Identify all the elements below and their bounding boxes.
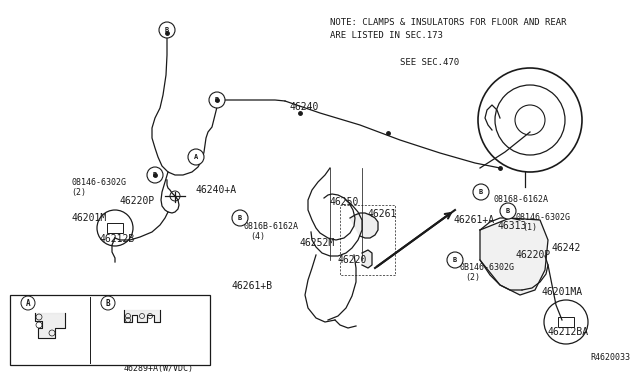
Text: 0816B-6162A: 0816B-6162A: [243, 222, 298, 231]
Text: 46212B: 46212B: [100, 234, 135, 244]
Text: 46261: 46261: [367, 209, 396, 219]
Text: 46271(W/□VDC): 46271(W/□VDC): [124, 355, 189, 364]
Polygon shape: [35, 313, 65, 338]
Text: 46261+A: 46261+A: [454, 215, 495, 225]
Text: B: B: [165, 27, 169, 33]
Circle shape: [209, 92, 225, 108]
Circle shape: [159, 22, 175, 38]
Text: 46201M: 46201M: [72, 213, 108, 223]
Text: 08168-6162A: 08168-6162A: [493, 195, 548, 204]
Text: (4): (4): [500, 205, 515, 214]
Circle shape: [147, 167, 163, 183]
Text: B: B: [153, 172, 157, 178]
Polygon shape: [480, 218, 548, 295]
Text: B: B: [106, 298, 110, 308]
Text: 46289+A(W/VDC): 46289+A(W/VDC): [124, 364, 194, 372]
Text: R4620033: R4620033: [590, 353, 630, 362]
Text: 46289: 46289: [38, 346, 67, 356]
Text: 46201MA: 46201MA: [541, 287, 582, 297]
Bar: [558, 317, 574, 327]
Polygon shape: [350, 213, 378, 238]
Text: A: A: [194, 154, 198, 160]
Text: 0B146-6302G: 0B146-6302G: [459, 263, 514, 272]
Text: (2): (2): [465, 273, 480, 282]
Text: B: B: [479, 189, 483, 195]
Text: B: B: [238, 215, 242, 221]
Text: SEE SEC.470: SEE SEC.470: [400, 58, 459, 67]
Text: 46242: 46242: [551, 243, 580, 253]
Text: B: B: [506, 208, 510, 214]
Text: 46240: 46240: [290, 102, 319, 112]
Text: (2): (2): [71, 188, 86, 197]
Polygon shape: [124, 310, 160, 322]
Circle shape: [188, 149, 204, 165]
Circle shape: [473, 184, 489, 200]
Polygon shape: [362, 250, 372, 268]
Text: 46252M: 46252M: [300, 238, 335, 248]
Text: 46313: 46313: [497, 221, 526, 231]
Text: B: B: [453, 257, 457, 263]
Text: (4): (4): [250, 232, 265, 241]
Text: 46212BA: 46212BA: [547, 327, 588, 337]
Circle shape: [500, 203, 516, 219]
Circle shape: [447, 252, 463, 268]
Text: 08146-6302G: 08146-6302G: [71, 178, 126, 187]
Text: 46250: 46250: [330, 197, 360, 207]
Text: A: A: [26, 298, 30, 308]
Bar: [10, 295, 210, 365]
Circle shape: [232, 210, 248, 226]
Text: 46220: 46220: [338, 255, 367, 265]
Text: B: B: [215, 97, 219, 103]
Text: 46261+B: 46261+B: [232, 281, 273, 291]
Text: 08146-6302G: 08146-6302G: [516, 213, 571, 222]
Text: 46240+A: 46240+A: [196, 185, 237, 195]
Bar: [107, 223, 123, 233]
Text: 46220P: 46220P: [120, 196, 156, 206]
Text: (1): (1): [522, 223, 537, 232]
Text: NOTE: CLAMPS & INSULATORS FOR FLOOR AND REAR
ARE LISTED IN SEC.173: NOTE: CLAMPS & INSULATORS FOR FLOOR AND …: [330, 18, 566, 39]
Text: 46220P: 46220P: [516, 250, 551, 260]
